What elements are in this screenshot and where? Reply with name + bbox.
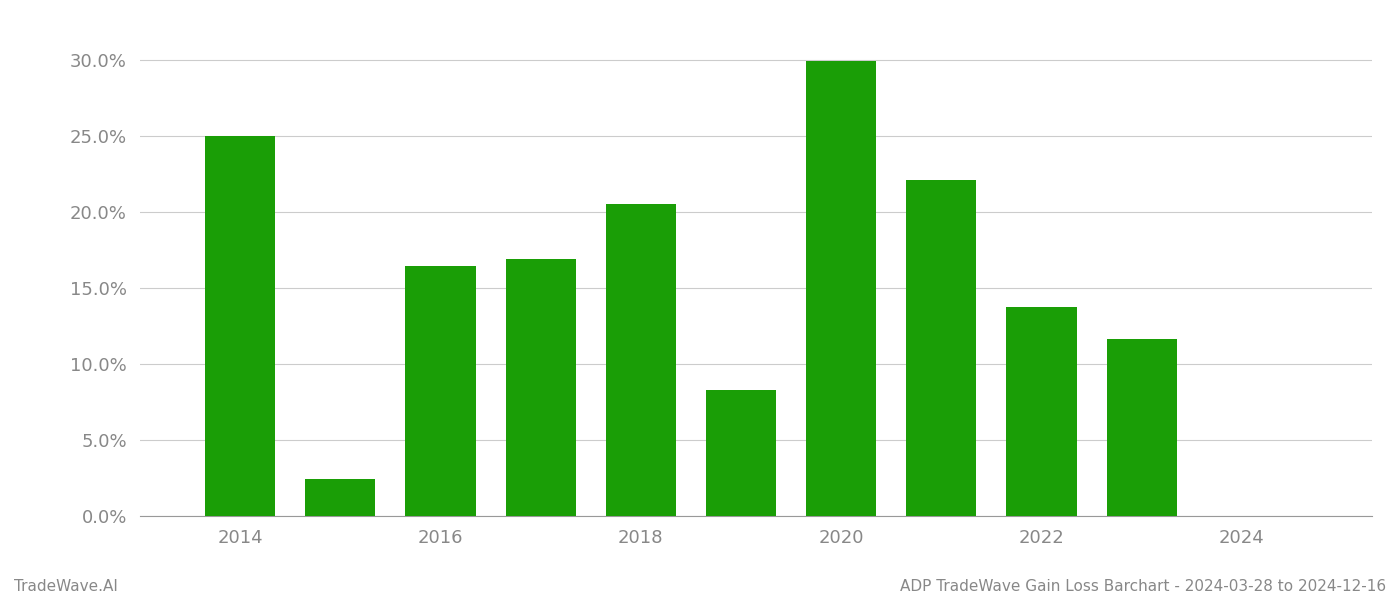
Bar <box>206 136 276 516</box>
Bar <box>606 204 676 516</box>
Text: ADP TradeWave Gain Loss Barchart - 2024-03-28 to 2024-12-16: ADP TradeWave Gain Loss Barchart - 2024-… <box>900 579 1386 594</box>
Bar <box>305 479 375 516</box>
Bar <box>1007 307 1077 516</box>
Bar <box>706 390 776 516</box>
Bar <box>406 266 476 516</box>
Bar <box>1106 339 1176 516</box>
Bar <box>505 259 575 516</box>
Bar <box>806 61 876 516</box>
Text: TradeWave.AI: TradeWave.AI <box>14 579 118 594</box>
Bar <box>906 179 976 516</box>
